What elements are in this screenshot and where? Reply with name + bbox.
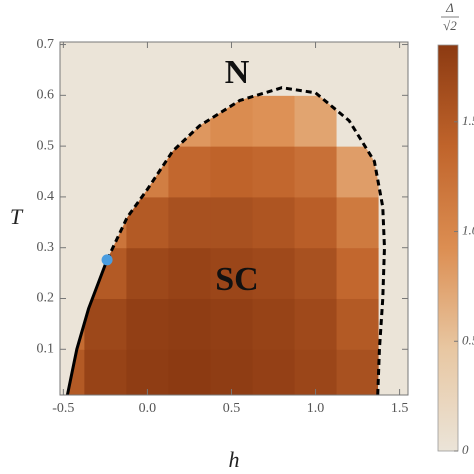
heat-cell	[168, 247, 211, 299]
y-tick-label: 0.4	[37, 189, 55, 204]
heat-cell	[294, 349, 338, 396]
x-tick-label: 1.5	[391, 401, 409, 416]
heat-cell	[378, 247, 385, 299]
heat-cell	[252, 247, 296, 299]
heat-cell	[210, 196, 253, 249]
heat-cell	[168, 349, 211, 396]
heat-cell	[252, 349, 296, 396]
heat-cell	[294, 146, 338, 198]
heat-cell	[210, 298, 253, 350]
colorbar-tick-label: 0	[462, 442, 469, 457]
heat-cell	[210, 146, 253, 198]
heat-cell	[84, 298, 127, 350]
x-tick-label: 1.0	[307, 401, 325, 416]
x-tick-label: 0.5	[223, 401, 241, 416]
heat-cell	[336, 298, 380, 350]
phase-boundary	[65, 259, 109, 395]
heat-cell	[294, 298, 338, 350]
heat-cell	[168, 146, 211, 198]
colorbar-label: √2	[443, 18, 457, 33]
y-tick-label: 0.1	[37, 342, 55, 357]
heat-cell	[126, 298, 169, 350]
annotation: SC	[215, 261, 258, 298]
y-tick-label: 0.2	[37, 291, 55, 306]
colorbar-tick-label: 1.0	[462, 223, 474, 238]
heat-cell	[126, 247, 169, 299]
heat-cell	[210, 247, 253, 299]
phase-boundary	[105, 86, 386, 395]
y-tick-label: 0.7	[37, 37, 55, 52]
heat-cell	[84, 349, 127, 396]
colorbar-label: Δ	[445, 0, 454, 15]
x-axis-label: h	[229, 447, 240, 472]
heat-cell	[294, 196, 338, 249]
heat-cell	[336, 349, 380, 396]
x-tick-label: 0.0	[139, 401, 157, 416]
heat-cell	[294, 247, 338, 299]
heat-cell	[168, 196, 211, 249]
critical-point	[101, 254, 113, 266]
colorbar	[437, 44, 459, 452]
heat-cell	[252, 298, 296, 350]
heat-cell	[252, 196, 296, 249]
colorbar-tick-label: 0.5	[462, 332, 474, 347]
y-axis-label: T	[10, 204, 24, 229]
heat-cell	[336, 196, 380, 249]
heat-cell	[378, 196, 385, 249]
heat-cell	[126, 349, 169, 396]
heat-cell	[210, 349, 253, 396]
colorbar-tick-label: 1.5	[462, 113, 474, 128]
y-tick-label: 0.3	[37, 240, 55, 255]
heat-cell	[336, 247, 380, 299]
y-tick-label: 0.5	[37, 138, 55, 153]
heat-cell	[252, 146, 296, 198]
heat-cell	[252, 95, 296, 147]
x-tick-label: -0.5	[52, 401, 74, 416]
annotation: N	[225, 54, 250, 91]
heat-cell	[252, 87, 296, 96]
heat-cell	[168, 298, 211, 350]
plot-frame	[59, 41, 409, 396]
y-tick-label: 0.6	[37, 88, 55, 103]
